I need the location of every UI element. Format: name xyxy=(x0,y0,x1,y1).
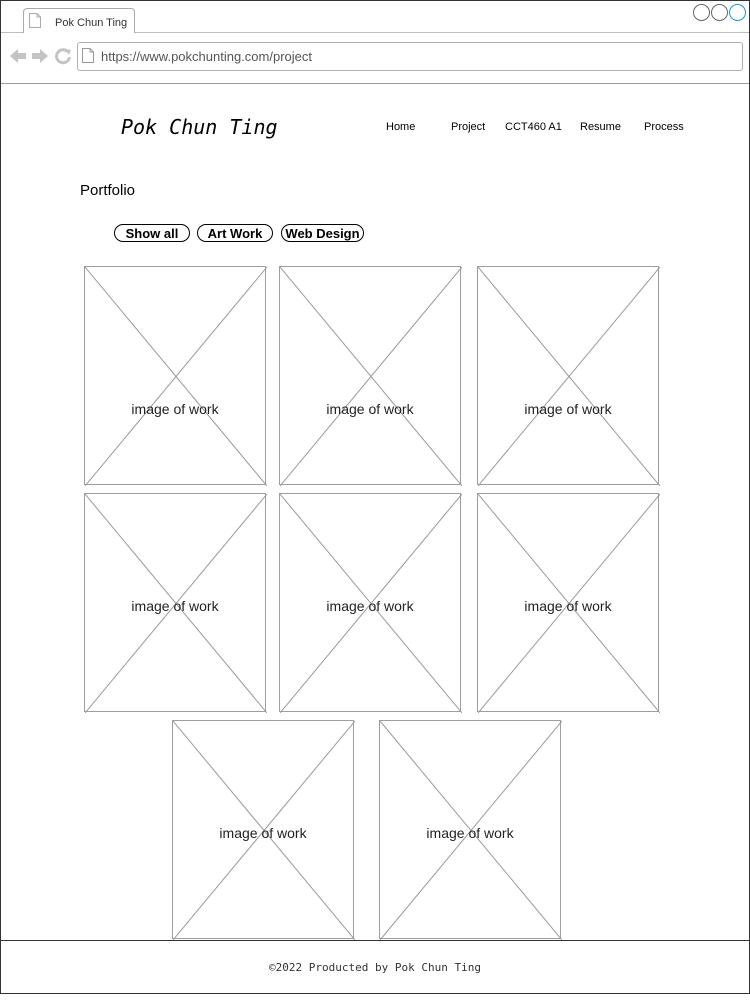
image-placeholder-icon xyxy=(478,494,660,713)
window-control-icon[interactable] xyxy=(693,4,710,21)
portfolio-tile[interactable]: image of work xyxy=(477,493,660,713)
tile-label: image of work xyxy=(131,598,219,614)
footer-copyright: ©2022 Producted by Pok Chun Ting xyxy=(269,961,481,974)
url-text: https://www.pokchunting.com/project xyxy=(101,49,312,64)
portfolio-tile[interactable]: image of work xyxy=(379,720,562,940)
tile-label: image of work xyxy=(219,825,307,841)
image-placeholder-icon xyxy=(280,494,462,713)
portfolio-tile[interactable]: image of work xyxy=(84,493,267,713)
image-placeholder-icon xyxy=(380,721,562,940)
image-placeholder-icon xyxy=(85,267,267,486)
site-logo[interactable]: Pok Chun Ting xyxy=(121,115,278,139)
nav-link-resume[interactable]: Resume xyxy=(580,121,621,133)
tile-label: image of work xyxy=(524,401,612,417)
portfolio-tile[interactable]: image of work xyxy=(279,266,462,486)
tile-label: image of work xyxy=(524,598,612,614)
image-placeholder-icon xyxy=(173,721,355,940)
nav-link-process[interactable]: Process xyxy=(644,121,684,133)
reload-icon[interactable] xyxy=(54,47,72,65)
window-control-icon[interactable] xyxy=(711,4,728,21)
address-bar[interactable]: https://www.pokchunting.com/project xyxy=(77,42,743,71)
page-title: Portfolio xyxy=(80,182,136,199)
browser-tab[interactable]: Pok Chun Ting xyxy=(23,8,135,34)
window-control-icon[interactable] xyxy=(729,4,746,21)
nav-link-cct460-a1[interactable]: CCT460 A1 xyxy=(505,121,562,133)
image-placeholder-icon xyxy=(85,494,267,713)
back-arrow-icon[interactable] xyxy=(9,47,27,65)
tile-label: image of work xyxy=(131,401,219,417)
page-icon xyxy=(82,48,94,63)
portfolio-tile[interactable]: image of work xyxy=(477,266,660,486)
site-footer: ©2022 Producted by Pok Chun Ting xyxy=(1,940,749,993)
filter-show-all-button[interactable]: Show all xyxy=(114,224,190,242)
filter-web-design-button[interactable]: Web Design xyxy=(281,224,364,242)
nav-link-home[interactable]: Home xyxy=(386,121,416,133)
portfolio-tile[interactable]: image of work xyxy=(279,493,462,713)
tile-label: image of work xyxy=(426,825,514,841)
nav-link-project[interactable]: Project xyxy=(451,121,486,133)
portfolio-tile[interactable]: image of work xyxy=(84,266,267,486)
tab-title: Pok Chun Ting xyxy=(55,17,128,29)
image-placeholder-icon xyxy=(478,267,660,486)
filter-art-work-button[interactable]: Art Work xyxy=(197,224,273,242)
portfolio-tile[interactable]: image of work xyxy=(172,720,355,940)
tab-strip: Pok Chun Ting xyxy=(1,1,749,34)
browser-toolbar: https://www.pokchunting.com/project xyxy=(1,33,749,84)
tile-label: image of work xyxy=(326,598,414,614)
forward-arrow-icon[interactable] xyxy=(31,47,49,65)
image-placeholder-icon xyxy=(280,267,462,486)
tile-label: image of work xyxy=(326,401,414,417)
page-icon xyxy=(29,13,41,28)
